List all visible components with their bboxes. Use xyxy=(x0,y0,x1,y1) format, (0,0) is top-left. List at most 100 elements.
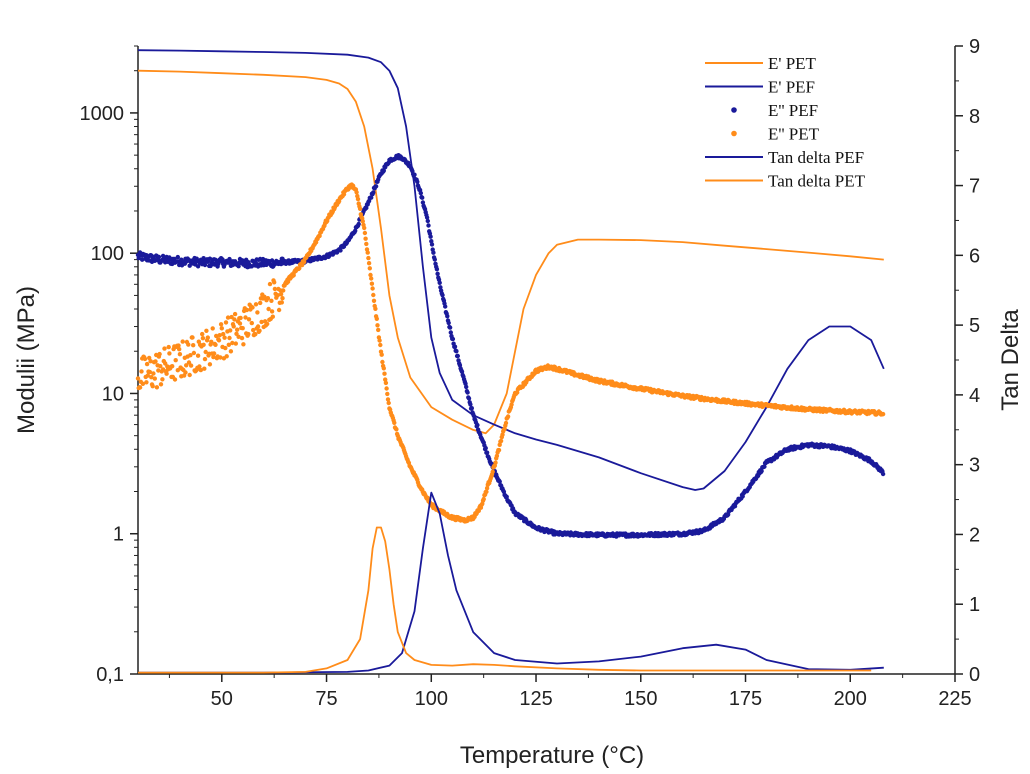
data-point xyxy=(280,296,285,301)
data-point xyxy=(137,385,143,390)
data-point xyxy=(381,366,386,371)
data-point xyxy=(360,219,365,224)
data-point xyxy=(483,445,488,451)
data-point xyxy=(177,347,182,352)
data-point xyxy=(203,349,208,355)
data-point xyxy=(228,328,233,333)
data-point xyxy=(198,367,203,373)
data-point xyxy=(275,293,280,298)
legend-label: E' PET xyxy=(768,54,817,73)
data-point xyxy=(150,384,155,389)
data-point xyxy=(156,254,162,260)
data-point xyxy=(176,343,181,348)
data-point xyxy=(762,464,767,469)
data-point xyxy=(759,468,764,474)
y-axis-left: 0,1 1 10 100 1000 xyxy=(80,45,138,686)
data-point xyxy=(236,334,241,339)
data-point xyxy=(880,411,886,417)
data-point xyxy=(167,351,172,356)
data-point xyxy=(153,359,158,364)
data-point xyxy=(454,349,459,354)
data-point xyxy=(429,242,435,247)
data-point xyxy=(262,294,267,299)
data-point xyxy=(214,333,219,339)
data-point xyxy=(250,305,255,310)
data-point xyxy=(187,372,192,378)
series-dots-e-pef xyxy=(135,153,886,539)
data-point xyxy=(269,309,275,314)
series-dots-e-pet xyxy=(135,182,886,524)
data-point xyxy=(464,384,469,390)
data-point xyxy=(154,385,160,390)
x-axis-title: Temperature (°C) xyxy=(460,742,644,769)
data-point xyxy=(227,335,232,341)
data-point xyxy=(443,304,448,309)
data-point xyxy=(459,369,465,374)
data-point xyxy=(497,479,502,484)
legend: E' PET E' PEF E'' PEF E'' PET Tan delta PEF T… xyxy=(705,54,866,191)
series-line-tan-delta-pet xyxy=(138,526,872,674)
data-point xyxy=(249,320,254,326)
data-point xyxy=(139,369,144,374)
data-point xyxy=(498,438,504,444)
data-point xyxy=(490,469,495,474)
data-point xyxy=(246,317,252,322)
data-point xyxy=(386,400,391,406)
data-point xyxy=(157,351,162,357)
data-point xyxy=(266,306,271,312)
legend-swatch-dot xyxy=(731,107,737,113)
legend-label: E'' PEF xyxy=(768,101,818,120)
series-line-e-pef xyxy=(137,49,885,491)
data-point xyxy=(223,320,229,325)
data-point xyxy=(357,206,363,211)
legend-label: Tan delta PET xyxy=(768,172,866,191)
data-point xyxy=(207,362,213,367)
y-left-tick-label: 10 xyxy=(102,383,124,405)
data-point xyxy=(440,292,445,298)
data-point xyxy=(385,397,391,402)
y-right-tick-label: 4 xyxy=(969,385,980,407)
y-axis-right-title: Tan Delta xyxy=(997,309,1024,411)
data-point xyxy=(432,257,437,262)
data-point xyxy=(211,354,216,360)
legend-item-tan-delta-pef: Tan delta PEF xyxy=(705,148,864,167)
data-point xyxy=(484,450,490,455)
data-point xyxy=(438,285,443,290)
data-point xyxy=(158,364,163,369)
y-right-tick-label: 0 xyxy=(969,664,980,686)
data-point xyxy=(496,447,502,453)
data-point xyxy=(370,286,375,291)
data-point xyxy=(428,234,433,239)
data-point xyxy=(446,320,451,326)
data-point xyxy=(418,190,423,196)
data-point xyxy=(200,331,205,337)
data-point xyxy=(366,261,372,266)
x-tick-label: 225 xyxy=(938,688,971,710)
data-point xyxy=(484,486,490,491)
x-tick-label: 75 xyxy=(315,688,337,710)
data-point xyxy=(230,340,235,346)
data-point xyxy=(187,263,192,268)
data-point xyxy=(220,257,225,262)
x-tick-label: 50 xyxy=(211,688,233,710)
series-layer xyxy=(135,49,886,674)
data-point xyxy=(412,172,417,177)
data-point xyxy=(148,359,153,364)
data-point xyxy=(232,317,237,322)
data-point xyxy=(380,359,385,365)
data-point xyxy=(394,427,399,432)
data-point xyxy=(377,338,382,343)
data-point xyxy=(415,179,420,184)
data-point xyxy=(369,276,374,281)
data-point xyxy=(202,356,208,362)
data-point xyxy=(226,342,231,347)
x-tick-label: 150 xyxy=(624,688,657,710)
data-point xyxy=(272,286,278,292)
data-point xyxy=(202,366,207,371)
data-point xyxy=(170,364,175,369)
data-point xyxy=(216,338,222,343)
data-point xyxy=(173,358,178,363)
data-point xyxy=(253,332,258,337)
data-point xyxy=(144,361,150,367)
data-point xyxy=(158,382,164,387)
